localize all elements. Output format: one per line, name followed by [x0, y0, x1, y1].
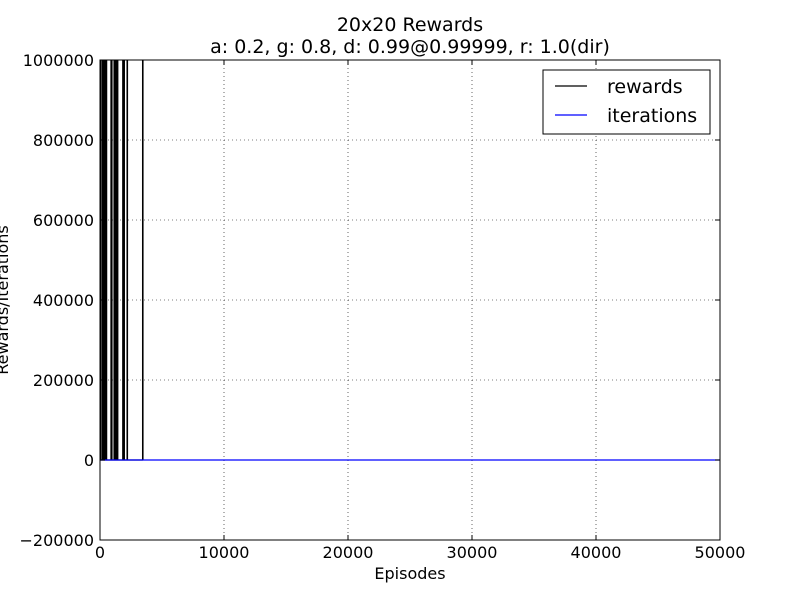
y-tick-label: 400000	[33, 291, 94, 310]
legend-box	[542, 69, 711, 135]
x-tick-label: 40000	[571, 543, 622, 562]
y-tick-label: 1000000	[23, 51, 94, 70]
y-tick-label: 800000	[33, 131, 94, 150]
y-tick-label: 600000	[33, 211, 94, 230]
axis-ticks: 0 10000 20000 30000 40000 50000−2000000200000…	[20, 51, 746, 562]
series-layer	[99, 60, 720, 461]
legend-label-iterations: iterations	[607, 105, 697, 127]
y-tick-label: 0	[84, 451, 94, 470]
legend-label-rewards: rewards	[607, 76, 683, 98]
x-tick-label: 20000	[323, 543, 374, 562]
legend: rewards iterations	[542, 69, 711, 135]
x-tick-label: 0	[95, 543, 105, 562]
chart-title: 20x20 Rewards	[337, 14, 483, 36]
series-rewards-spikes	[99, 60, 144, 460]
x-tick-label: 50000	[695, 543, 746, 562]
x-axis-label: Episodes	[374, 564, 445, 583]
x-tick-label: 10000	[199, 543, 250, 562]
y-axis-label: Rewards/Iterations	[0, 225, 12, 375]
y-tick-label: −200000	[20, 531, 94, 550]
x-tick-label: 30000	[447, 543, 498, 562]
chart-subtitle: a: 0.2, g: 0.8, d: 0.99@0.99999, r: 1.0(…	[210, 36, 610, 58]
y-tick-label: 200000	[33, 371, 94, 390]
